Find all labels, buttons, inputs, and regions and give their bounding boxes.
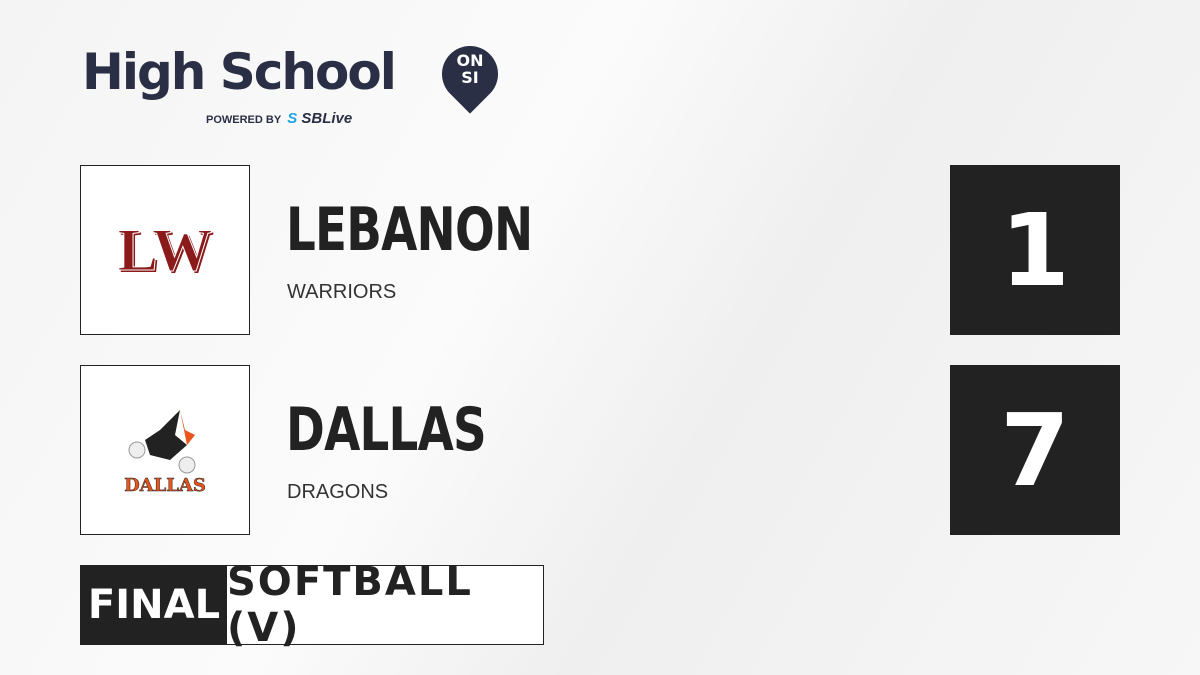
final-label: FINAL <box>81 566 227 644</box>
team-name-dallas: DALLAS <box>286 395 487 465</box>
lebanon-logo: LW <box>80 165 250 335</box>
dallas-logo: DALLAS <box>80 365 250 535</box>
badge-line1: ON <box>456 51 484 70</box>
powered-by-label: POWERED BY <box>206 114 282 126</box>
sblive-name: SBLive <box>301 110 353 127</box>
score-lebanon: 1 <box>950 165 1120 335</box>
high-school-on-si-logo: High School ON SI POWERED BY S SBLive <box>82 34 510 127</box>
dragon-icon <box>128 409 196 473</box>
mascot-dallas: DRAGONS <box>287 481 389 503</box>
badge-line2: SI <box>461 68 479 87</box>
powered-by: POWERED BY S SBLive <box>206 110 352 127</box>
game-status-bar: FINAL SOFTBALL (V) <box>80 559 544 651</box>
dallas-logo-text: DALLAS <box>124 474 206 496</box>
lebanon-logo-text: LW <box>117 216 213 283</box>
mascot-lebanon: WARRIORS <box>287 281 397 303</box>
brand-title: High School <box>82 43 397 101</box>
sblive-s-mark: S <box>287 110 298 127</box>
team-name-lebanon: LEBANON <box>286 195 533 265</box>
sport-label: SOFTBALL (V) <box>227 559 473 651</box>
on-si-badge: ON SI <box>444 52 496 86</box>
sblive-logo: S SBLive <box>287 110 352 127</box>
score-dallas: 7 <box>950 365 1120 535</box>
